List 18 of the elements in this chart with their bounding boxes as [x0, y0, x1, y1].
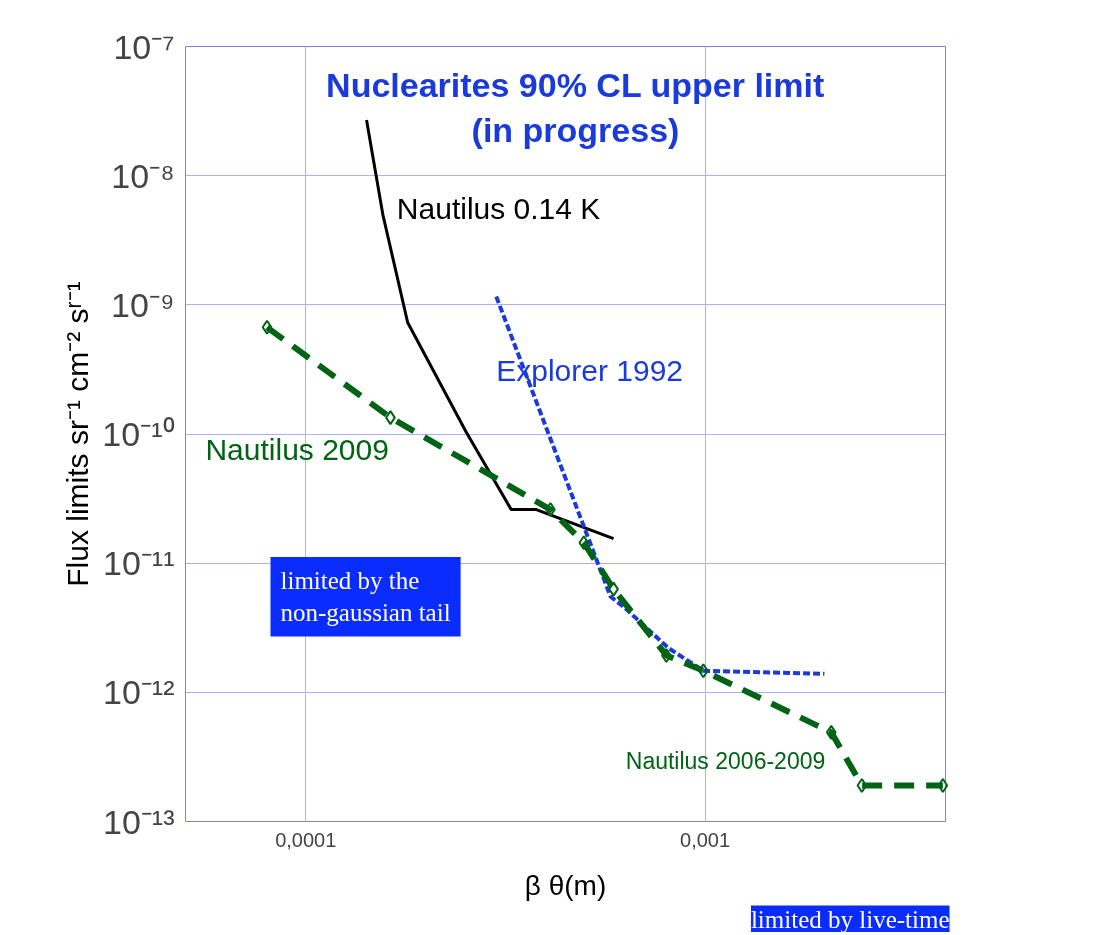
y-tick-label: 10⁻¹⁰ — [102, 415, 175, 453]
series-label: Nautilus 2009 — [205, 432, 389, 466]
y-tick-label: 10⁻¹³ — [103, 802, 175, 841]
y-tick-label: 10⁻¹¹ — [103, 544, 175, 583]
text: Nuclearites 90% CL upper limit (in progress) — [326, 65, 825, 150]
y-tick-label: 10⁻⁷ — [113, 27, 175, 66]
x-axis-title: β θ(m) — [524, 869, 607, 901]
y-tick-label: 10⁻¹² — [103, 673, 175, 712]
series-label: Nautilus 0.14 K — [396, 191, 601, 225]
series-label: Explorer 1992 — [496, 353, 684, 387]
y-axis-title: Flux limits sr⁻¹ cm⁻² sʳ⁻¹ — [61, 281, 95, 587]
y-tick-label: 10⁻⁸ — [111, 156, 175, 195]
text: limited by live-time — [750, 905, 950, 933]
x-tick-label: 0,0001 — [275, 828, 337, 851]
annotation: Nautilus 2006-2009 — [625, 748, 826, 775]
y-tick-label: 10⁻⁹ — [111, 285, 175, 324]
annotation: limited by the non-gaussian tail — [280, 567, 451, 627]
x-tick-label: 0,001 — [680, 828, 731, 851]
